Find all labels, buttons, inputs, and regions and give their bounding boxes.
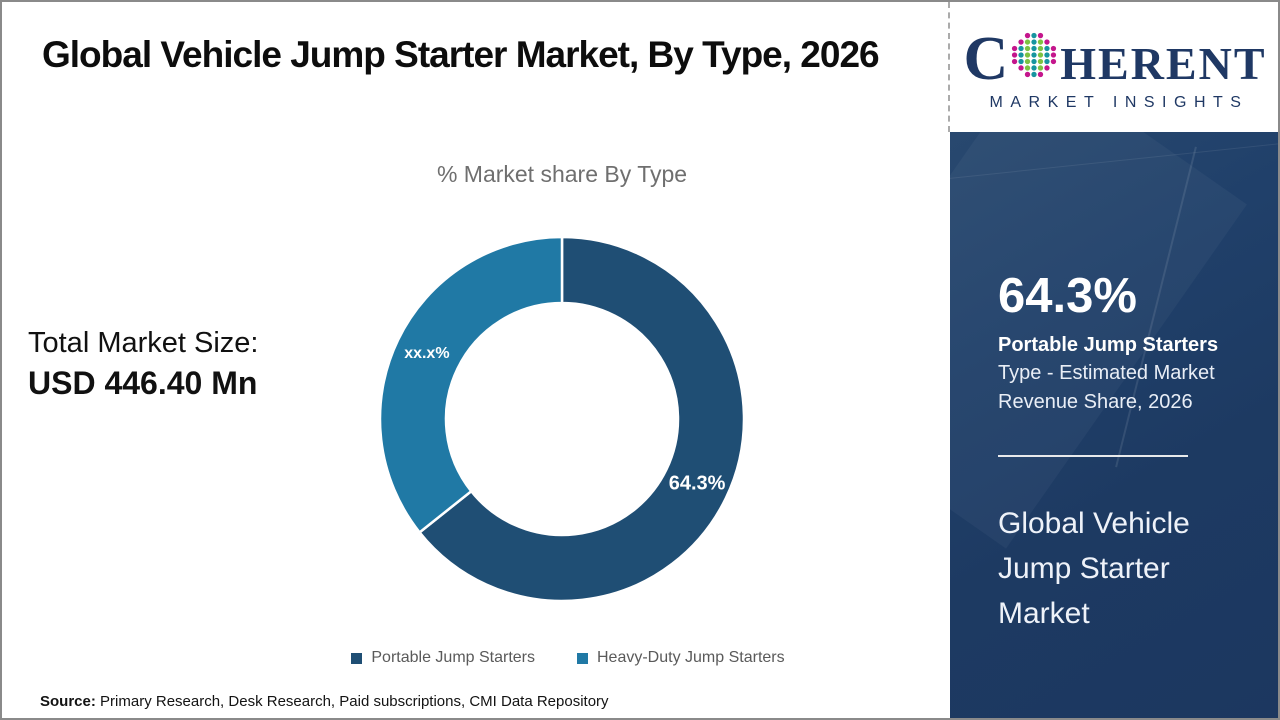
total-market-label: Total Market Size: [28, 327, 259, 359]
slice-label: 64.3% [668, 472, 726, 495]
legend-swatch-icon [577, 652, 588, 664]
dotted-globe-icon [1012, 32, 1057, 78]
stat-title: Portable Jump Starters [998, 334, 1219, 356]
legend-item: Heavy-Duty Jump Starters [577, 649, 785, 667]
dashed-divider [948, 2, 950, 132]
logo-tagline: MARKET INSIGHTS [989, 94, 1249, 111]
total-market-value: USD 446.40 Mn [28, 365, 258, 401]
total-market-block: Total Market Size: USD 446.40 Mn [28, 324, 258, 404]
page-title: Global Vehicle Jump Starter Market, By T… [42, 34, 880, 75]
logo-letter-c: C [963, 25, 1009, 93]
sidebar-divider [998, 455, 1188, 457]
stat-value: 64.3% [998, 269, 1137, 323]
chart-subtitle: % Market share By Type [436, 161, 688, 187]
legend-swatch-icon [351, 652, 363, 664]
stat-description: Type - Estimated Market Revenue Share, 2… [998, 362, 1215, 413]
source-note: Source: Primary Research, Desk Research,… [40, 693, 609, 710]
sidebar-content: 64.3% Portable Jump Starters Type - Esti… [950, 132, 1278, 636]
sidebar-panel: 64.3% Portable Jump Starters Type - Esti… [950, 132, 1278, 718]
legend-label: Portable Jump Starters [371, 649, 535, 666]
chart-legend: Portable Jump Starters Heavy-Duty Jump St… [188, 646, 948, 670]
legend-item: Portable Jump Starters [351, 649, 535, 667]
source-text: Primary Research, Desk Research, Paid su… [95, 693, 609, 710]
source-label: Source: [40, 693, 96, 710]
logo-wordmark: C HERENT [963, 28, 1266, 90]
cmi-logo: C HERENT MARKET INSIGHTS [950, 2, 1278, 132]
legend-label: Heavy-Duty Jump Starters [597, 649, 785, 666]
donut-chart: 64.3% xx.x% [378, 235, 746, 603]
slice-label: xx.x% [404, 344, 450, 362]
sidebar-headline: Global Vehicle Jump Starter Market [998, 507, 1190, 630]
logo-letters-herent: HERENT [1060, 38, 1267, 89]
